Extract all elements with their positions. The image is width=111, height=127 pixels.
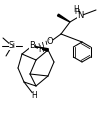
Text: H: H <box>31 91 37 99</box>
Text: H: H <box>73 5 79 14</box>
Text: Si: Si <box>9 42 16 51</box>
Polygon shape <box>32 46 48 51</box>
Text: H: H <box>74 9 80 15</box>
FancyBboxPatch shape <box>38 48 42 52</box>
Text: N: N <box>77 12 83 20</box>
FancyBboxPatch shape <box>9 43 16 50</box>
Text: O: O <box>47 37 53 46</box>
Text: H: H <box>38 45 44 54</box>
FancyBboxPatch shape <box>32 93 36 97</box>
FancyBboxPatch shape <box>29 43 35 49</box>
FancyBboxPatch shape <box>77 13 83 19</box>
Polygon shape <box>57 14 70 22</box>
Text: B: B <box>29 42 35 51</box>
FancyBboxPatch shape <box>73 7 78 12</box>
FancyBboxPatch shape <box>48 39 53 44</box>
